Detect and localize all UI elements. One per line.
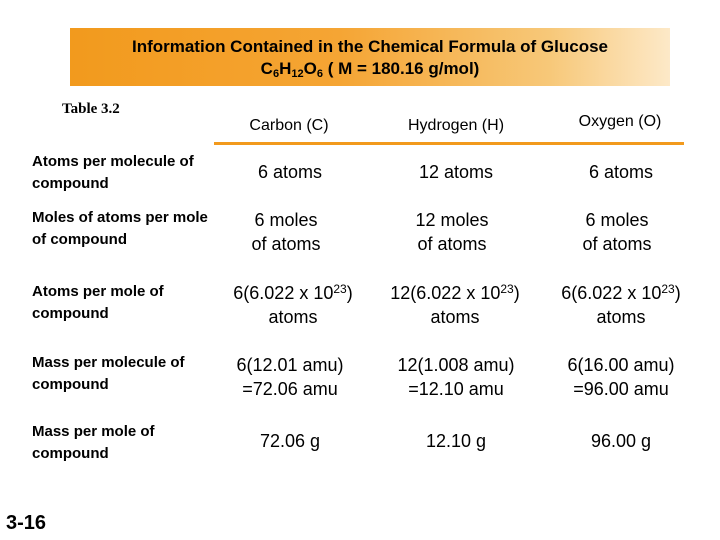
cell-hydrogen-mass-per-molecule: 12(1.008 amu) =12.10 amu: [376, 353, 536, 401]
avogadro-exponent: 23: [500, 282, 514, 296]
cell-carbon-atoms-per-molecule: 6 atoms: [257, 162, 323, 182]
avogadro-close: ): [513, 283, 520, 303]
title-line-1: Information Contained in the Chemical Fo…: [131, 37, 609, 56]
cell-carbon-mass-per-mole: 72.06 g: [259, 431, 321, 451]
cell-hydrogen-atoms-per-mole: 12(6.022 x 1023) atoms: [370, 281, 540, 329]
table-caption: Table 3.2: [62, 101, 120, 117]
cell-oxygen-mass-per-molecule: 6(16.00 amu) =96.00 amu: [541, 353, 701, 401]
avogadro-close: ): [346, 283, 353, 303]
row-label-mass-per-molecule: Mass per molecule of compound: [32, 354, 185, 393]
row-label-mass-per-mole: Mass per mole of compound: [32, 423, 155, 462]
formula-oxygen-subscript: 6: [316, 68, 323, 80]
cell-line-1: 12(1.008 amu): [397, 355, 515, 375]
cell-line-2: atoms: [596, 307, 646, 327]
slide-number: 3-16: [6, 512, 47, 534]
cell-carbon-moles-per-mole: 6 moles of atoms: [206, 208, 366, 256]
header-divider: [214, 142, 684, 145]
cell-carbon-atoms-per-mole: 6(6.022 x 1023) atoms: [208, 281, 378, 329]
formula-oxygen: O: [303, 59, 317, 78]
column-header-oxygen: Oxygen (O): [578, 113, 662, 130]
cell-line-1: 6 moles: [254, 210, 318, 230]
cell-line-1: 6(16.00 amu): [567, 355, 675, 375]
cell-oxygen-moles-per-mole: 6 moles of atoms: [537, 208, 697, 256]
cell-oxygen-atoms-per-molecule: 6 atoms: [588, 162, 654, 182]
row-label-moles-per-mole: Moles of atoms per mole of compound: [32, 209, 208, 248]
cell-oxygen-mass-per-mole: 96.00 g: [590, 431, 652, 451]
row-label-atoms-per-molecule: Atoms per molecule of compound: [32, 153, 194, 192]
row-label-atoms-per-mole: Atoms per mole of compound: [32, 283, 164, 322]
cell-line-1: 12(6.022 x 1023): [370, 281, 540, 305]
cell-line-2: of atoms: [582, 234, 652, 254]
column-header-carbon: Carbon (C): [249, 117, 329, 134]
cell-line-2: atoms: [268, 307, 318, 327]
column-header-hydrogen: Hydrogen (H): [407, 117, 505, 134]
avogadro-exponent: 23: [661, 282, 675, 296]
formula-carbon: C: [260, 59, 273, 78]
formula-carbon-subscript: 6: [272, 68, 280, 80]
cell-carbon-mass-per-molecule: 6(12.01 amu) =72.06 amu: [210, 353, 370, 401]
avogadro-close: ): [674, 283, 681, 303]
cell-line-1: 6(12.01 amu): [236, 355, 344, 375]
title-banner: [70, 28, 670, 86]
cell-line-1: 12 moles: [415, 210, 489, 230]
cell-line-2: =72.06 amu: [242, 379, 338, 399]
cell-hydrogen-mass-per-mole: 12.10 g: [425, 431, 487, 451]
avogadro-exponent: 23: [333, 282, 347, 296]
formula-hydrogen: H: [279, 59, 292, 78]
slide-title: Information Contained in the Chemical Fo…: [70, 36, 670, 80]
cell-hydrogen-atoms-per-molecule: 12 atoms: [418, 162, 494, 182]
cell-line-2: atoms: [430, 307, 480, 327]
cell-line-2: of atoms: [417, 234, 487, 254]
cell-oxygen-atoms-per-mole: 6(6.022 x 1023) atoms: [536, 281, 706, 329]
formula-hydrogen-subscript: 12: [291, 68, 304, 80]
cell-line-2: =12.10 amu: [408, 379, 504, 399]
avogadro-base: 12(6.022 x 10: [390, 283, 501, 303]
cell-line-1: 6(6.022 x 1023): [536, 281, 706, 305]
cell-line-1: 6 moles: [585, 210, 649, 230]
cell-line-2: =96.00 amu: [573, 379, 669, 399]
title-formula: C6H12O6 ( M = 180.16 g/mol): [70, 58, 670, 80]
cell-line-2: of atoms: [251, 234, 321, 254]
formula-molar-mass: ( M = 180.16 g/mol): [322, 59, 480, 78]
cell-hydrogen-moles-per-mole: 12 moles of atoms: [372, 208, 532, 256]
avogadro-base: 6(6.022 x 10: [561, 283, 662, 303]
cell-line-1: 6(6.022 x 1023): [208, 281, 378, 305]
avogadro-base: 6(6.022 x 10: [233, 283, 334, 303]
